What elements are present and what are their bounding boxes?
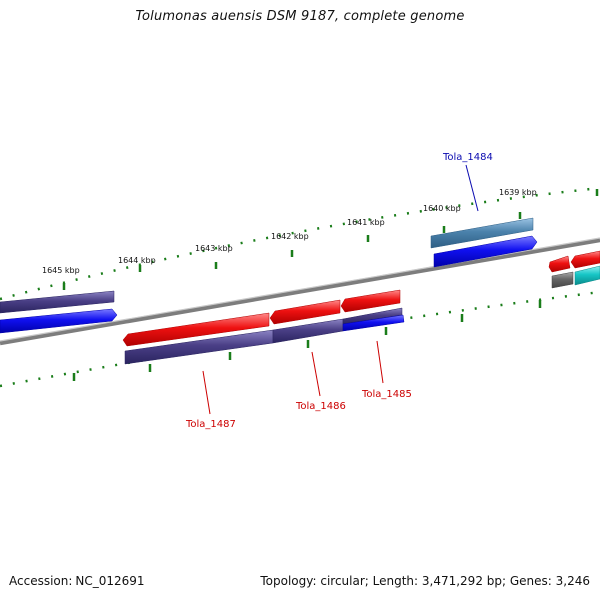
purple-feature[interactable] <box>0 290 115 314</box>
red-cds-arrow-tola-1486[interactable] <box>269 299 341 325</box>
gene-label-text[interactable]: Tola_1484 <box>442 152 493 163</box>
gene-label-text[interactable]: Tola_1487 <box>185 419 236 430</box>
kbp-label: 1641 kbp <box>347 218 385 227</box>
red-cds-arrow-tola-1485[interactable] <box>340 289 401 313</box>
red-cds-arrow-tola-1487[interactable] <box>122 312 270 347</box>
gene-label-tola-1485[interactable]: Tola_1485 <box>361 340 412 400</box>
leader-line <box>465 164 479 212</box>
inner-tick-track <box>0 290 600 388</box>
accession-info: Accession: NC_012691 <box>9 574 145 588</box>
red-cds-arrow[interactable] <box>548 255 571 273</box>
inner-dotted-line <box>0 290 600 388</box>
backbone-line-dark <box>0 237 600 346</box>
blue-cds-arrow[interactable] <box>0 308 118 334</box>
gene-block-left[interactable] <box>0 290 118 334</box>
kbp-label: 1642 kbp <box>271 232 309 241</box>
leader-line <box>376 340 384 384</box>
accession-value: NC_012691 <box>75 574 145 588</box>
gene-label-tola-1486[interactable]: Tola_1486 <box>295 351 346 412</box>
genome-summary: Topology: circular; Length: 3,471,292 bp… <box>260 574 590 588</box>
leader-line <box>202 370 211 415</box>
gene-label-text[interactable]: Tola_1485 <box>361 389 412 400</box>
steel-feature-tola-1484[interactable] <box>430 217 534 249</box>
accession-label: Accession: <box>9 574 73 588</box>
genome-backbone <box>0 237 600 346</box>
kbp-label: 1640 kbp <box>423 204 461 213</box>
gene-label-tola-1484[interactable]: Tola_1484 <box>442 152 493 212</box>
outer-tick-track: 1645 kbp 1644 kbp 1643 kbp 1642 kbp 1641… <box>0 186 600 301</box>
gene-label-text[interactable]: Tola_1486 <box>295 401 346 412</box>
gene-block-center[interactable] <box>122 289 405 365</box>
gene-block-right[interactable] <box>430 217 538 268</box>
grey-feature[interactable] <box>551 271 574 289</box>
kbp-label: 1639 kbp <box>499 188 537 197</box>
map-title: Tolumonas auensis DSM 9187, complete gen… <box>135 9 465 24</box>
backbone-line-light <box>0 237 600 342</box>
blue-cds-arrow[interactable] <box>433 235 538 268</box>
kbp-label: 1643 kbp <box>195 244 233 253</box>
cyan-feature[interactable] <box>574 265 600 286</box>
gene-block-edge[interactable] <box>548 250 600 289</box>
leader-line <box>311 351 321 397</box>
kbp-label: 1644 kbp <box>118 256 156 265</box>
gene-label-tola-1487[interactable]: Tola_1487 <box>185 370 236 430</box>
red-cds-arrow[interactable] <box>570 250 600 269</box>
kbp-label: 1645 kbp <box>42 266 80 275</box>
blue-feature-tola-1485[interactable] <box>342 314 405 332</box>
